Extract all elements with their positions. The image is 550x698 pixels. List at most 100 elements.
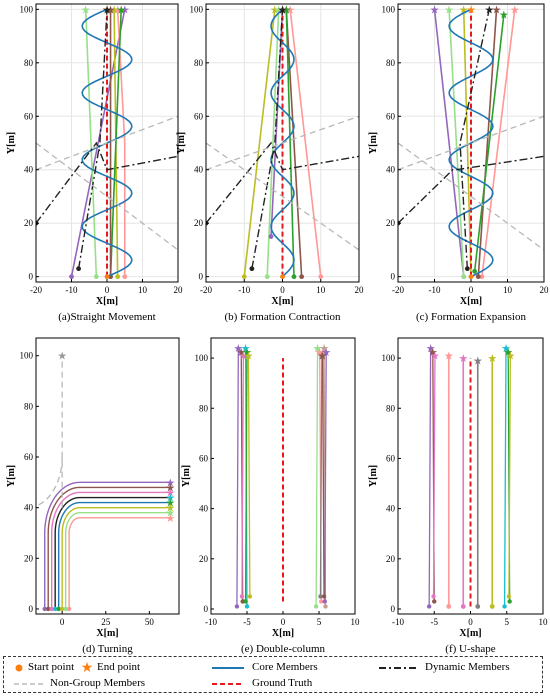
end-marker: ★ (278, 4, 288, 16)
plot-area: ★★★★★★★★★ (36, 351, 175, 612)
start-marker (52, 606, 58, 612)
panel-caption: (c) Formation Expansion (416, 311, 526, 323)
end-marker: ★ (165, 498, 175, 510)
end-marker: ★ (270, 4, 280, 16)
member-path (428, 348, 432, 607)
y-tick-label: 20 (386, 218, 396, 228)
y-tick-label: 40 (24, 165, 34, 175)
x-axis-label: X[m] (96, 628, 118, 639)
member-path (243, 9, 276, 277)
panel-caption: (a)Straight Movement (58, 311, 155, 323)
panel-6: ★★★★★★★ ★ ★ ★-10 -5 0 5 10020406080100X[m]Y[m](… (368, 337, 548, 655)
plot-area: ★★★★★★★ ★ ★ ★ (426, 343, 515, 609)
start-marker (318, 594, 323, 599)
y-axis-label: Y[m] (176, 132, 187, 154)
y-tick-label: 80 (386, 403, 396, 413)
member-path (266, 9, 280, 277)
start-marker (479, 274, 485, 280)
member-path (289, 9, 322, 277)
member-path (462, 9, 472, 277)
start-marker (280, 274, 285, 280)
legend-start-label: Start point (28, 661, 75, 673)
y-tick-label: 20 (24, 218, 34, 228)
non_group-path (206, 142, 359, 251)
member-path (241, 355, 245, 597)
end-marker: ★ (487, 353, 497, 365)
y-tick-label: 0 (391, 272, 396, 282)
dynamic-path (251, 9, 284, 269)
member-path (508, 355, 512, 597)
start-marker (243, 599, 248, 604)
end-marker: ★ (444, 351, 454, 363)
y-axis-label: Y[m] (368, 465, 379, 487)
start-marker (291, 274, 297, 280)
start-marker (247, 594, 253, 599)
end-marker: ★ (319, 343, 329, 355)
start-marker (93, 274, 99, 280)
member-path (50, 491, 171, 609)
start-marker (464, 266, 470, 272)
dynamic-path (36, 141, 178, 224)
end-marker: ★ (313, 343, 323, 355)
member-path (57, 501, 171, 609)
y-tick-label: 60 (386, 453, 396, 463)
x-axis-label: X[m] (459, 628, 481, 639)
x-tick-label: -10 (429, 285, 441, 295)
plot-area: ★★★★★★★★ (206, 4, 359, 280)
end-marker: ★ (466, 4, 476, 16)
end-marker: ★ (57, 351, 67, 363)
end-marker: ★ (505, 351, 515, 363)
x-tick-label: 20 (174, 285, 184, 295)
panel-1: ★★★★ ★★★★ -20 -10 0 10 20 0 20 40 60 80 100 X[m] Y[m] (… (6, 3, 184, 323)
start-marker (432, 599, 437, 604)
member-path (247, 355, 251, 597)
legend-symbols: ★ (14, 661, 419, 685)
y-tick-label: 100 (20, 4, 34, 14)
member-path (503, 348, 507, 607)
member-path (481, 9, 516, 277)
end-marker: ★ (428, 347, 438, 359)
legend-core-label: Core Members (252, 661, 318, 673)
end-marker: ★ (317, 351, 327, 363)
end-marker: ★ (281, 4, 291, 16)
y-tick-label: 20 (24, 553, 34, 563)
member-path (61, 506, 171, 609)
y-tick-label: 40 (386, 165, 396, 175)
end-marker: ★ (458, 353, 468, 365)
legend-dynamic-label: Dynamic Members (425, 661, 510, 673)
x-tick-label: 0 (281, 617, 286, 627)
y-tick-label: 100 (190, 4, 204, 14)
start-marker (56, 606, 61, 612)
end-marker: ★ (484, 4, 494, 16)
panel-2: ★★ ★★★★★★ -20 -10 0 10 20 0 20 40 60 80 100 X[m] Y[m] (… (176, 3, 365, 323)
start-marker (318, 274, 324, 280)
x-tick-label: 20 (540, 285, 550, 295)
member-path (47, 486, 171, 609)
x-tick-label: 0 (105, 285, 110, 295)
member-path (448, 9, 465, 277)
x-tick-label: 25 (101, 617, 111, 627)
x-tick-label: 20 (355, 285, 365, 295)
end-marker: ★ (242, 347, 252, 359)
end-marker: ★ (165, 508, 175, 520)
start-marker (468, 274, 474, 280)
x-tick-label: -10 (205, 617, 217, 627)
x-axis-label: X[m] (271, 296, 293, 307)
start-marker (264, 274, 270, 280)
panel-caption: (d) Turning (82, 643, 133, 655)
plot-area: ★★★★★★★★ (398, 4, 544, 280)
end-marker: ★ (116, 4, 126, 16)
start-marker (122, 274, 128, 280)
start-marker (234, 604, 240, 609)
start-marker (49, 606, 54, 612)
end-marker: ★ (492, 4, 502, 16)
y-tick-label: 60 (24, 452, 34, 462)
legend: ★ Start point End point Core Members Dyn… (3, 656, 543, 693)
y-tick-label: 100 (195, 353, 209, 363)
x-tick-label: -5 (431, 617, 439, 627)
start-marker (461, 274, 467, 280)
member-path (68, 517, 171, 609)
non_group-path (36, 456, 63, 507)
x-axis-label: X[m] (272, 628, 294, 639)
